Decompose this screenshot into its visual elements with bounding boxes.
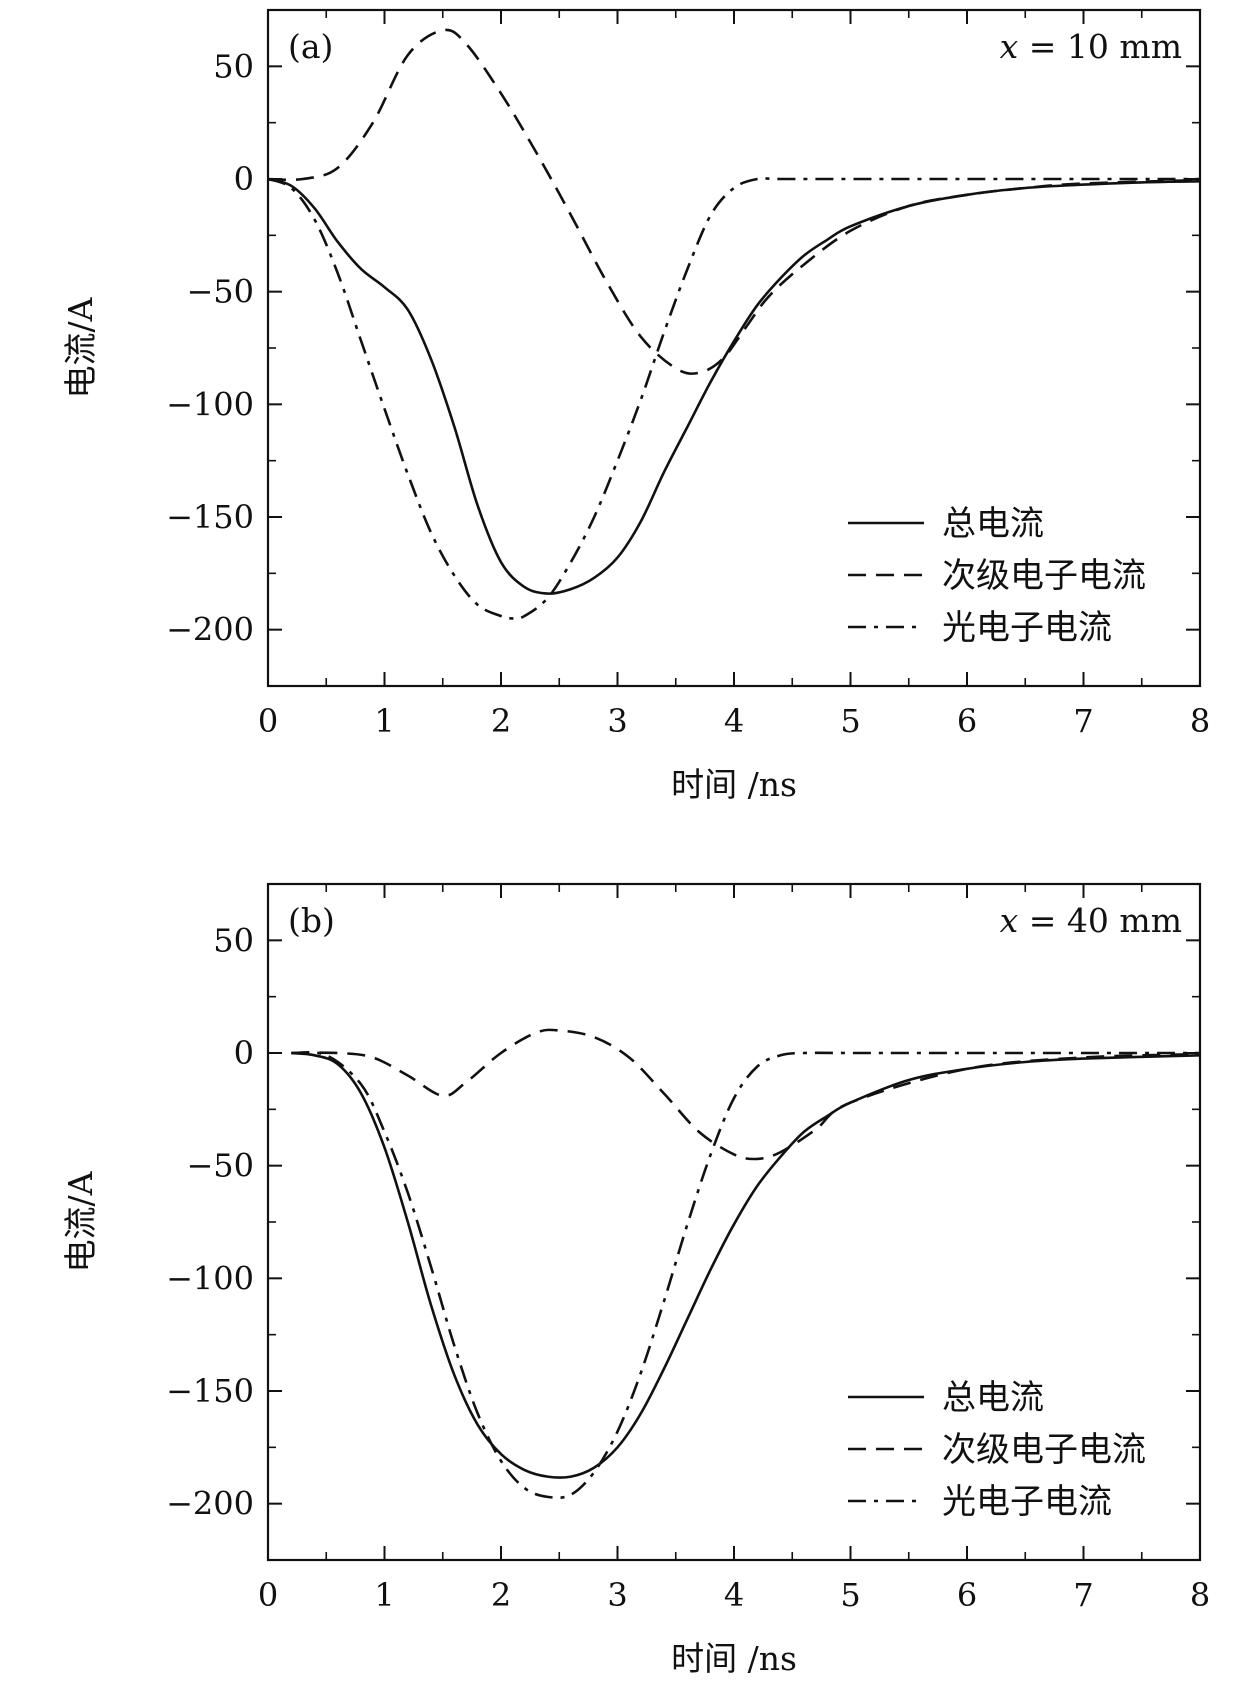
x-tick-label: 4 — [724, 702, 744, 740]
x-tick-label: 6 — [957, 1576, 977, 1614]
panel-label: (b) — [288, 901, 335, 940]
panel-a: 0 1 2 3 4 5 6 7 8 50 0 −50 −100 −150 −200 时间 /ns 电流/A (a)… — [61, 8, 1210, 804]
x-tick-label: 7 — [1073, 702, 1093, 740]
x-tick-label: 3 — [607, 1576, 627, 1614]
x-tick-label: 8 — [1190, 1576, 1210, 1614]
x-tick-label: 4 — [724, 1576, 744, 1614]
panel-label: (a) — [288, 27, 333, 66]
legend-label: 光电子电流 — [942, 608, 1112, 648]
series-line-solid — [291, 1051, 1200, 1479]
y-tick-label: −200 — [166, 611, 254, 649]
legend-label: 次级电子电流 — [942, 556, 1146, 596]
series-line-solid — [268, 177, 1200, 595]
position-annotation: x = 10 mm — [1000, 27, 1182, 66]
position-annotation: x = 40 mm — [1000, 901, 1182, 940]
series-line-dashed — [291, 1028, 1200, 1161]
x-tick-label: 5 — [840, 702, 860, 740]
x-tick-label: 0 — [258, 1576, 278, 1614]
panel-b: 0 1 2 3 4 5 6 7 8 50 0 −50 −100 −150 −200 时间 /ns 电流/A (b)… — [61, 882, 1210, 1678]
x-tick-label: 0 — [258, 702, 278, 740]
legend-label: 光电子电流 — [942, 1482, 1112, 1522]
x-tick-label: 3 — [607, 702, 627, 740]
y-tick-label: 0 — [234, 1034, 254, 1072]
y-tick-label: −100 — [166, 385, 254, 423]
y-tick-label: −150 — [166, 1372, 254, 1410]
x-tick-label: 7 — [1073, 1576, 1093, 1614]
series-line-dashdot — [291, 1051, 1200, 1500]
x-tick-label: 5 — [840, 1576, 860, 1614]
x-tick-label: 8 — [1190, 702, 1210, 740]
y-axis-label: 电流/A — [61, 296, 100, 398]
y-tick-label: −150 — [166, 498, 254, 536]
legend-label: 总电流 — [942, 1378, 1044, 1418]
x-tick-label: 2 — [491, 702, 511, 740]
x-tick-label: 2 — [491, 1576, 511, 1614]
y-tick-label: 50 — [213, 47, 254, 85]
x-tick-label: 1 — [374, 702, 394, 740]
y-tick-label: −200 — [166, 1485, 254, 1523]
y-tick-label: 50 — [213, 921, 254, 959]
legend-label: 次级电子电流 — [942, 1430, 1146, 1470]
y-tick-label: 0 — [234, 160, 254, 198]
y-tick-label: −50 — [186, 273, 254, 311]
x-tick-label: 1 — [374, 1576, 394, 1614]
y-axis-label: 电流/A — [61, 1170, 100, 1272]
x-axis-label: 时间 /ns — [671, 765, 797, 804]
x-tick-label: 6 — [957, 702, 977, 740]
x-axis-label: 时间 /ns — [671, 1639, 797, 1678]
legend-label: 总电流 — [942, 504, 1044, 544]
series-line-dashdot — [268, 177, 1200, 620]
y-tick-label: −50 — [186, 1147, 254, 1185]
y-tick-label: −100 — [166, 1259, 254, 1297]
series-line-dashed — [268, 28, 1200, 375]
